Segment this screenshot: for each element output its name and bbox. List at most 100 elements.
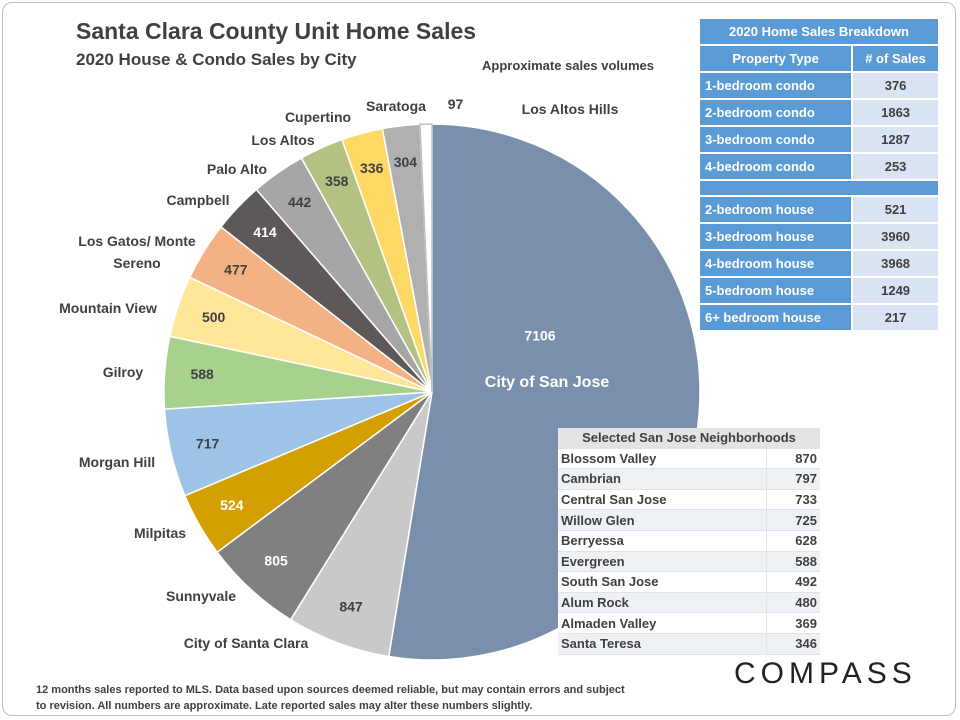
table-row: Evergreen 588 — [558, 551, 820, 573]
table-title: Selected San Jose Neighborhoods — [558, 428, 820, 449]
table-cell: Alum Rock — [558, 592, 767, 614]
table-cell: 3968 — [853, 251, 938, 276]
table-cell: 725 — [766, 510, 820, 531]
table-cell: 3960 — [853, 224, 938, 249]
value-label: 477 — [224, 262, 248, 278]
table-cell: 6+ bedroom house — [700, 305, 852, 330]
table-cell: 2-bedroom condo — [700, 100, 852, 125]
table-row: Blossom Valley 870 — [558, 448, 820, 470]
slice-name: Los Altos Hills — [521, 101, 619, 117]
table-cell: 1863 — [853, 100, 938, 125]
table-cell: 733 — [766, 489, 820, 511]
value-label: 847 — [339, 598, 363, 614]
slice-name: Mountain View — [59, 300, 157, 316]
annotation: Approximate sales volumes — [482, 58, 654, 73]
table-row: 5-bedroom house 1249 — [700, 278, 938, 303]
table-cell: 870 — [766, 448, 820, 470]
chart-title: Santa Clara County Unit Home Sales — [76, 18, 477, 44]
table-row: 3-bedroom condo 1287 — [700, 127, 938, 152]
slice-name: Los Altos — [251, 132, 315, 148]
table-cell: 2-bedroom house — [700, 197, 852, 222]
table-cell: 3-bedroom house — [700, 224, 852, 249]
slice-name: City of San Jose — [484, 374, 610, 391]
table-cell: 480 — [766, 592, 820, 614]
table-header: # of Sales — [853, 46, 938, 71]
value-label: 304 — [394, 154, 418, 170]
table-cell: Santa Teresa — [558, 633, 767, 655]
spacer-cell — [700, 181, 938, 195]
value-label: 717 — [196, 435, 220, 451]
table-row: Almaden Valley 369 — [558, 613, 820, 634]
value-label: 588 — [190, 366, 214, 382]
slice-name: Morgan Hill — [78, 454, 156, 470]
table-cell: 588 — [766, 551, 820, 573]
table-cell: 1287 — [853, 127, 938, 152]
table-row: Willow Glen 725 — [558, 510, 820, 531]
value-label: 442 — [288, 194, 312, 210]
table-row: 2020 Home Sales Breakdown — [700, 19, 938, 44]
table-row: 1-bedroom condo 376 — [700, 73, 938, 98]
footnote: 12 months sales reported to MLS. Data ba… — [36, 684, 625, 712]
table-header-row: Property Type # of Sales — [700, 46, 938, 71]
value-label: 97 — [448, 96, 464, 112]
slice-name: Saratoga — [366, 98, 426, 114]
table-cell: Willow Glen — [558, 510, 767, 531]
table-row: Berryessa 628 — [558, 530, 820, 552]
table-row: 4-bedroom house 3968 — [700, 251, 938, 276]
table-cell: 1249 — [853, 278, 938, 303]
table-cell: 628 — [766, 530, 820, 552]
chart-subtitle: 2020 House & Condo Sales by City — [76, 50, 357, 69]
value-label: 414 — [253, 224, 277, 240]
slice-name: Palo Alto — [206, 161, 268, 177]
table-cell: 253 — [853, 154, 938, 179]
table-row: Alum Rock 480 — [558, 592, 820, 614]
table-cell: 521 — [853, 197, 938, 222]
table-cell: 3-bedroom condo — [700, 127, 852, 152]
table-title: 2020 Home Sales Breakdown — [700, 19, 938, 44]
table-cell: 376 — [853, 73, 938, 98]
table-cell: Blossom Valley — [558, 448, 767, 470]
table-row: 3-bedroom house 3960 — [700, 224, 938, 249]
value-label: 524 — [220, 497, 244, 513]
table-cell: Cambrian — [558, 469, 767, 490]
table-row: Santa Teresa 346 — [558, 633, 820, 655]
table-row: 2-bedroom house 521 — [700, 197, 938, 222]
table-cell: 492 — [766, 572, 820, 593]
table-cell: 217 — [853, 305, 938, 330]
table-cell: South San Jose — [558, 572, 767, 593]
slice-name: Sunnyvale — [165, 588, 237, 604]
pie-slice — [419, 123, 433, 393]
slice-name: Gilroy — [102, 364, 144, 380]
table-cell: 4-bedroom condo — [700, 154, 852, 179]
table-header: Property Type — [700, 46, 852, 71]
table-header-row: Selected San Jose Neighborhoods — [558, 428, 820, 449]
value-label: 7106 — [524, 328, 555, 344]
table-row: Cambrian 797 — [558, 469, 820, 490]
value-label: 805 — [264, 552, 288, 568]
slice-name: City of Santa Clara — [183, 635, 309, 651]
slice-name: Los Gatos/ Monte Sereno — [78, 233, 196, 271]
table-cell: 369 — [766, 613, 820, 634]
value-label: 336 — [360, 160, 384, 176]
value-label: 500 — [202, 309, 226, 325]
table-cell: 346 — [766, 633, 820, 655]
table-cell: 5-bedroom house — [700, 278, 852, 303]
neighborhoods-table: Selected San Jose Neighborhoods Blossom V… — [558, 428, 820, 655]
breakdown-table: 2020 Home Sales Breakdown Property Type # … — [698, 17, 940, 332]
table-cell: 797 — [766, 469, 820, 490]
table-row: 6+ bedroom house 217 — [700, 305, 938, 330]
slice-name: Cupertino — [284, 109, 352, 125]
table-row: 2-bedroom condo 1863 — [700, 100, 938, 125]
table-row: South San Jose 492 — [558, 572, 820, 593]
table-cell: Evergreen — [558, 551, 767, 573]
table-cell: Almaden Valley — [558, 613, 767, 634]
table-spacer — [700, 181, 938, 195]
logo: COMPASS — [734, 657, 917, 690]
table-cell: 1-bedroom condo — [700, 73, 852, 98]
value-label: 358 — [325, 173, 349, 189]
slice-name: Campbell — [166, 192, 230, 208]
table-row: Central San Jose 733 — [558, 489, 820, 511]
